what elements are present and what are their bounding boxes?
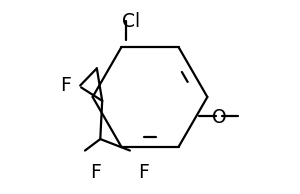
Text: Cl: Cl xyxy=(122,12,140,31)
Text: O: O xyxy=(212,108,226,126)
Text: F: F xyxy=(90,163,101,182)
Text: F: F xyxy=(138,163,149,182)
Text: F: F xyxy=(60,76,70,95)
